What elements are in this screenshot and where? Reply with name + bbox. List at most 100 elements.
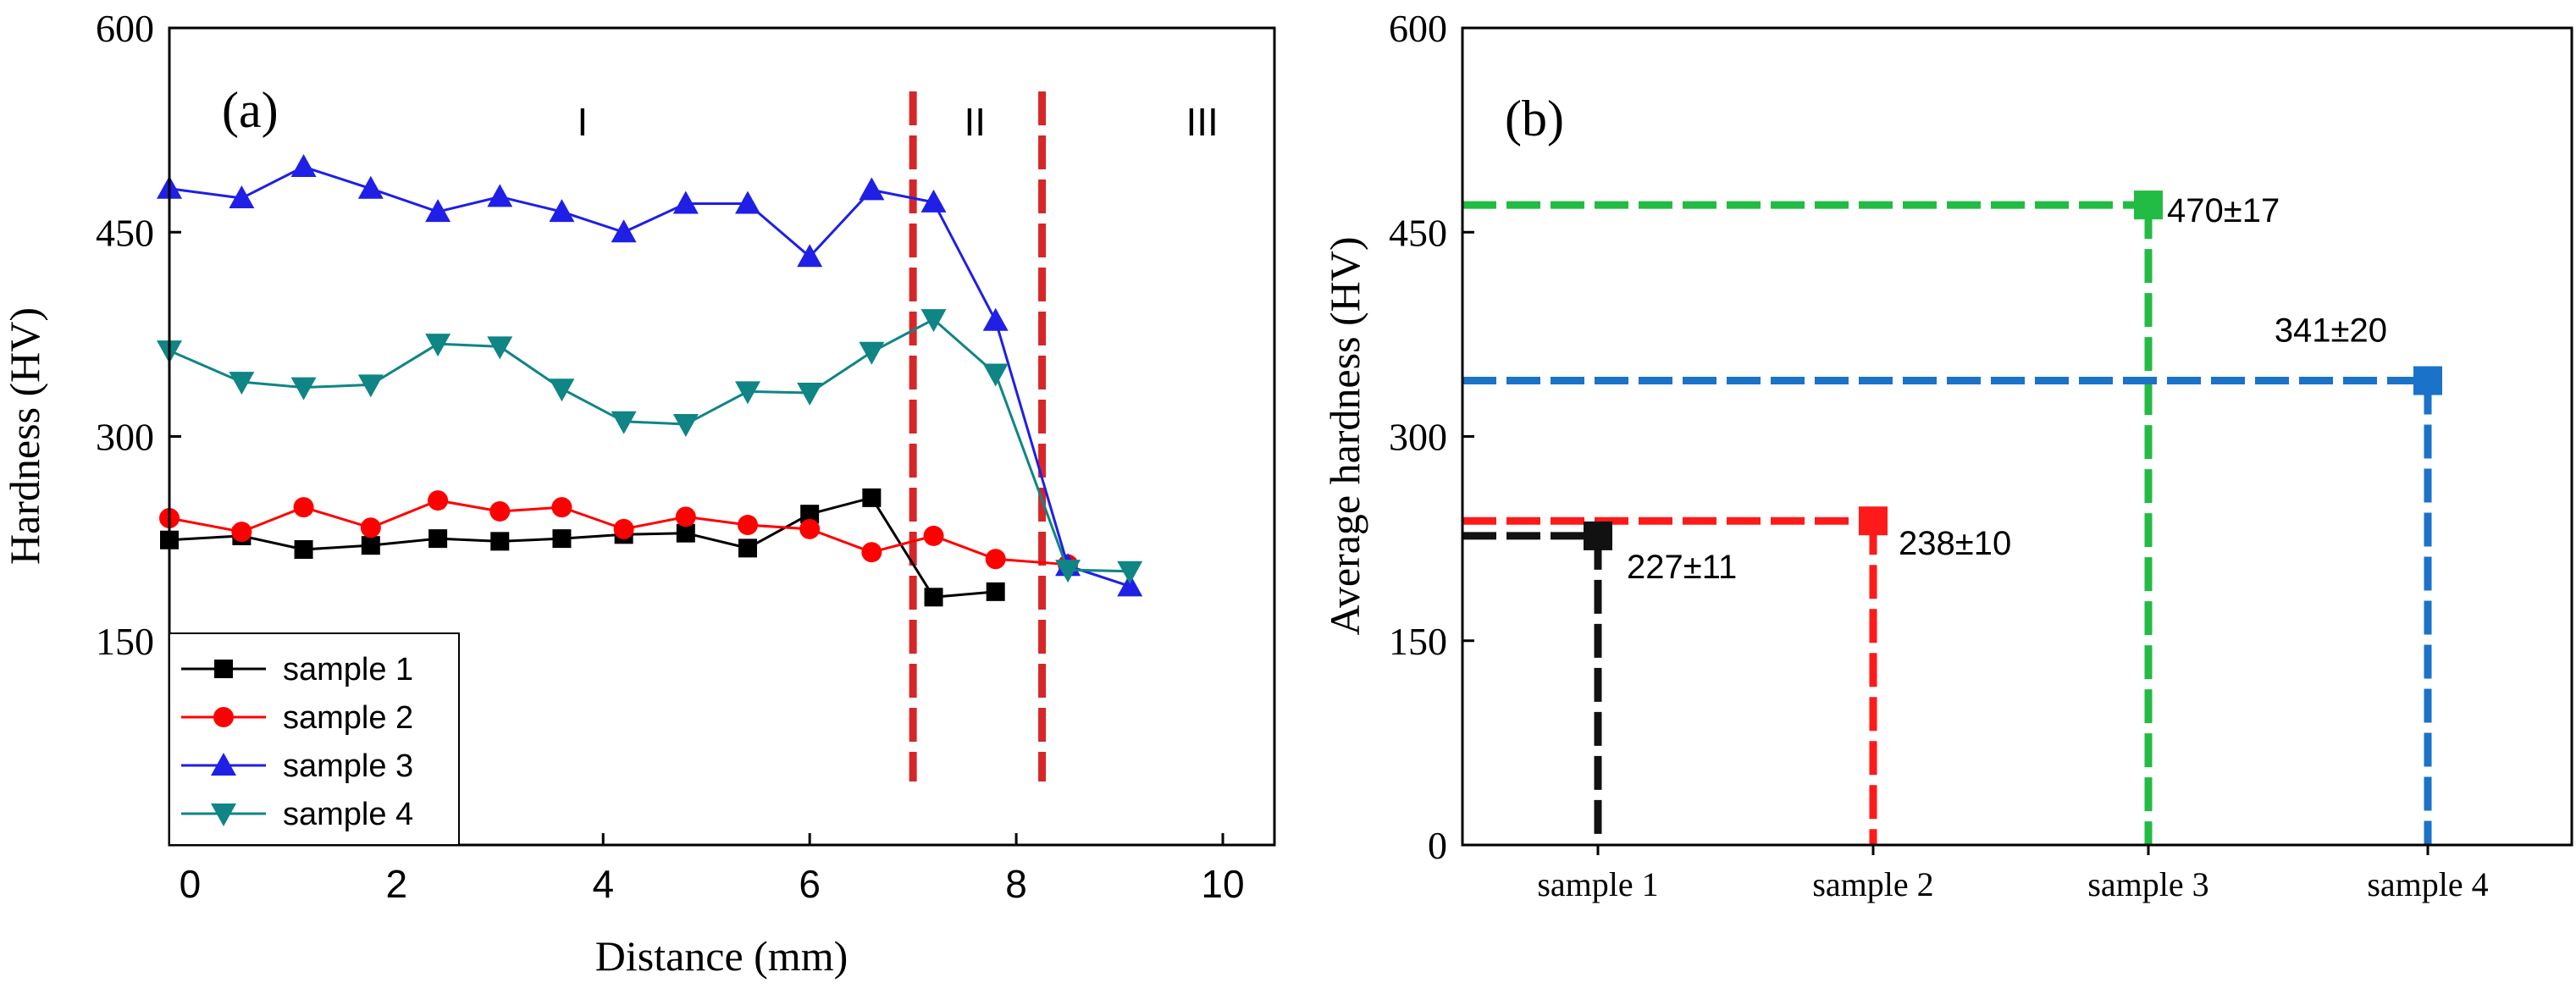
x-tick-label: 8 <box>1005 862 1027 906</box>
x-tick-label: 0 <box>180 862 202 906</box>
x-tick-label: 2 <box>386 862 408 906</box>
data-point <box>923 525 944 546</box>
data-point <box>862 488 882 507</box>
legend-item-2: sample 2 <box>181 700 413 736</box>
data-point <box>986 582 1005 601</box>
legend-label: sample 3 <box>283 748 413 784</box>
data-point <box>738 538 757 558</box>
y-tick-label: 150 <box>1389 620 1447 663</box>
data-point <box>290 377 317 400</box>
average-marker-3 <box>2134 191 2163 220</box>
data-point <box>425 199 451 223</box>
series-line <box>169 165 1130 588</box>
y-tick-label: 450 <box>1389 211 1447 254</box>
legend-marker <box>211 753 236 776</box>
data-point <box>229 372 255 395</box>
data-point <box>676 523 695 543</box>
data-point <box>428 490 449 511</box>
category-label-3: sample 3 <box>2087 865 2208 903</box>
data-point <box>360 517 381 538</box>
region-label-1: I <box>577 100 588 144</box>
y-tick-label: 450 <box>96 211 154 254</box>
data-point <box>985 549 1006 570</box>
average-marker-2 <box>1859 506 1888 536</box>
data-point <box>982 363 1009 387</box>
y-axis-title-a: Hardness (HV) <box>1 307 48 565</box>
y-tick-label: 0 <box>1428 824 1447 867</box>
data-point <box>552 529 572 549</box>
average-marker-4 <box>2413 366 2442 395</box>
series-line <box>169 496 996 599</box>
region-labels: I II III <box>577 100 1218 144</box>
x-tick-label: 6 <box>799 862 821 906</box>
series-sample-4 <box>157 309 1143 584</box>
data-point <box>425 334 451 357</box>
y-tick-label: 150 <box>96 620 154 663</box>
data-point <box>428 529 448 549</box>
hardness-series <box>157 154 1143 607</box>
data-point <box>613 518 634 539</box>
legend-item-4: sample 4 <box>181 797 413 832</box>
y-tick-label: 300 <box>1389 416 1447 459</box>
panel-label-a: (a) <box>222 82 279 138</box>
series-line <box>169 318 1130 573</box>
category-label-1: sample 1 <box>1537 865 1658 903</box>
data-point <box>361 536 380 555</box>
data-point <box>231 522 252 543</box>
x-axis-title-a: Distance (mm) <box>595 932 849 980</box>
plot-frame-b <box>1461 26 2573 847</box>
x-tick-label: 10 <box>1201 862 1244 906</box>
data-point <box>487 336 513 360</box>
region-label-2: II <box>965 100 987 144</box>
data-point <box>797 244 823 268</box>
data-point <box>800 505 820 524</box>
legend-label: sample 2 <box>283 700 413 736</box>
data-point <box>675 506 696 527</box>
legend-marker <box>213 707 234 727</box>
value-label-3: 470±17 <box>2167 192 2280 229</box>
category-label-2: sample 2 <box>1812 865 1933 903</box>
legend: sample 1 sample 2 sample 3 sample 4 <box>169 632 460 846</box>
data-point <box>290 154 317 178</box>
data-point <box>293 497 314 518</box>
data-point <box>229 185 255 209</box>
y-tick-label: 300 <box>96 416 154 459</box>
legend-marker <box>211 803 236 826</box>
data-point <box>797 383 823 406</box>
legend-marker <box>214 660 233 678</box>
series-sample-2 <box>159 490 1079 575</box>
region-label-3: III <box>1186 100 1218 144</box>
series-sample-3 <box>157 154 1143 597</box>
guide-lines <box>1462 201 2432 845</box>
legend-item-1: sample 1 <box>181 652 413 688</box>
data-point <box>920 189 947 213</box>
data-point <box>1055 560 1081 583</box>
axis-ticks-a: 0 2 4 6 8 10 150 300 450 600 <box>96 7 1245 906</box>
data-point <box>982 307 1009 331</box>
data-point <box>1117 561 1143 584</box>
data-point <box>1117 573 1143 597</box>
panel-label-b: (b) <box>1505 91 1564 146</box>
data-point <box>489 500 511 522</box>
y-tick-label: 600 <box>1389 7 1447 50</box>
data-point <box>357 175 384 199</box>
data-point <box>859 341 885 365</box>
legend-item-3: sample 3 <box>181 748 413 784</box>
data-point <box>611 219 637 243</box>
data-point <box>924 588 943 607</box>
data-point <box>920 309 947 333</box>
average-points: 227±11 238±10 470±17 341±20 <box>1584 191 2442 586</box>
data-point <box>611 411 637 434</box>
average-marker-1 <box>1584 521 1612 550</box>
legend-label: sample 1 <box>283 652 413 688</box>
data-point <box>549 199 575 223</box>
data-point <box>487 184 513 207</box>
data-point <box>861 542 882 563</box>
legend-label: sample 4 <box>283 797 413 832</box>
category-label-4: sample 4 <box>2367 865 2488 903</box>
data-point <box>490 532 510 551</box>
data-point <box>672 191 699 214</box>
data-point <box>859 177 885 201</box>
